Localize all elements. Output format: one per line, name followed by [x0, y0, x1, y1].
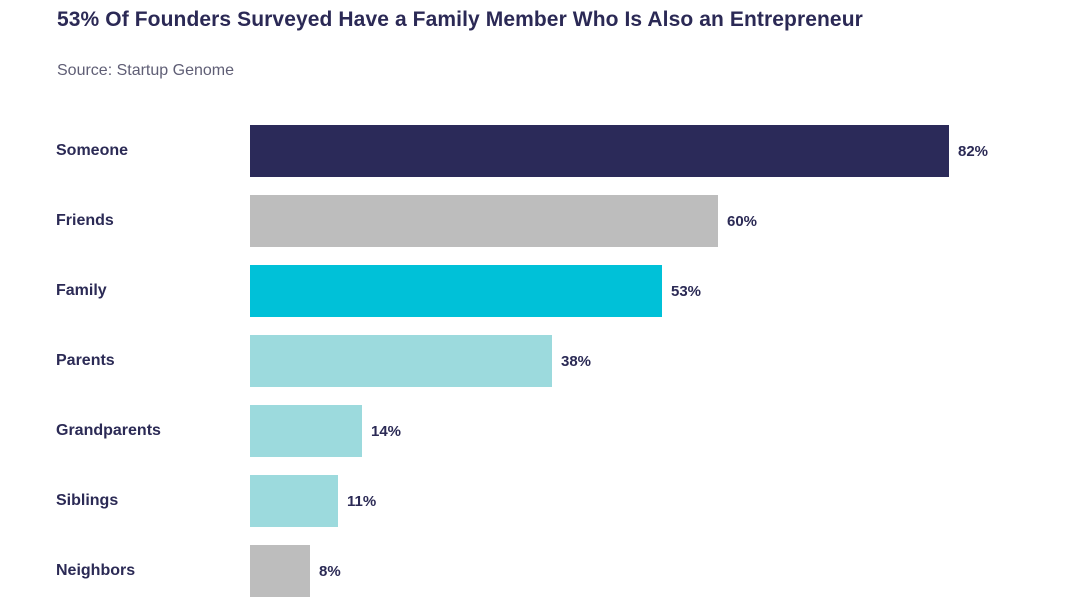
bar[interactable] [250, 195, 718, 247]
bar-chart: Someone 82% Friends 60% Family 53% Paren… [0, 116, 1087, 606]
category-label: Neighbors [56, 562, 136, 579]
category-label: Family [56, 282, 107, 299]
value-label: 60% [727, 212, 758, 230]
bar[interactable] [250, 125, 949, 177]
value-label: 8% [319, 562, 341, 580]
chart-row: Neighbors 8% [0, 536, 1087, 606]
category-label: Siblings [56, 492, 119, 509]
category-label: Friends [56, 212, 114, 229]
value-label: 53% [671, 282, 702, 300]
value-label: 82% [958, 142, 989, 160]
category-label: Grandparents [56, 422, 161, 439]
category-label: Parents [56, 352, 115, 369]
value-label: 38% [561, 352, 592, 370]
bar[interactable] [250, 335, 552, 387]
chart-title: 53% Of Founders Surveyed Have a Family M… [57, 8, 863, 31]
chart-row: Family 53% [0, 256, 1087, 326]
chart-row: Someone 82% [0, 116, 1087, 186]
bar[interactable] [250, 475, 338, 527]
chart-source-caption: Source: Startup Genome [57, 62, 234, 79]
bar[interactable] [250, 545, 310, 597]
chart-row: Friends 60% [0, 186, 1087, 256]
value-label: 11% [347, 492, 377, 510]
chart-row: Grandparents 14% [0, 396, 1087, 466]
bar[interactable] [250, 405, 362, 457]
chart-row: Parents 38% [0, 326, 1087, 396]
value-label: 14% [371, 422, 402, 440]
category-label: Someone [56, 142, 129, 159]
bar[interactable] [250, 265, 662, 317]
chart-row: Siblings 11% [0, 466, 1087, 536]
